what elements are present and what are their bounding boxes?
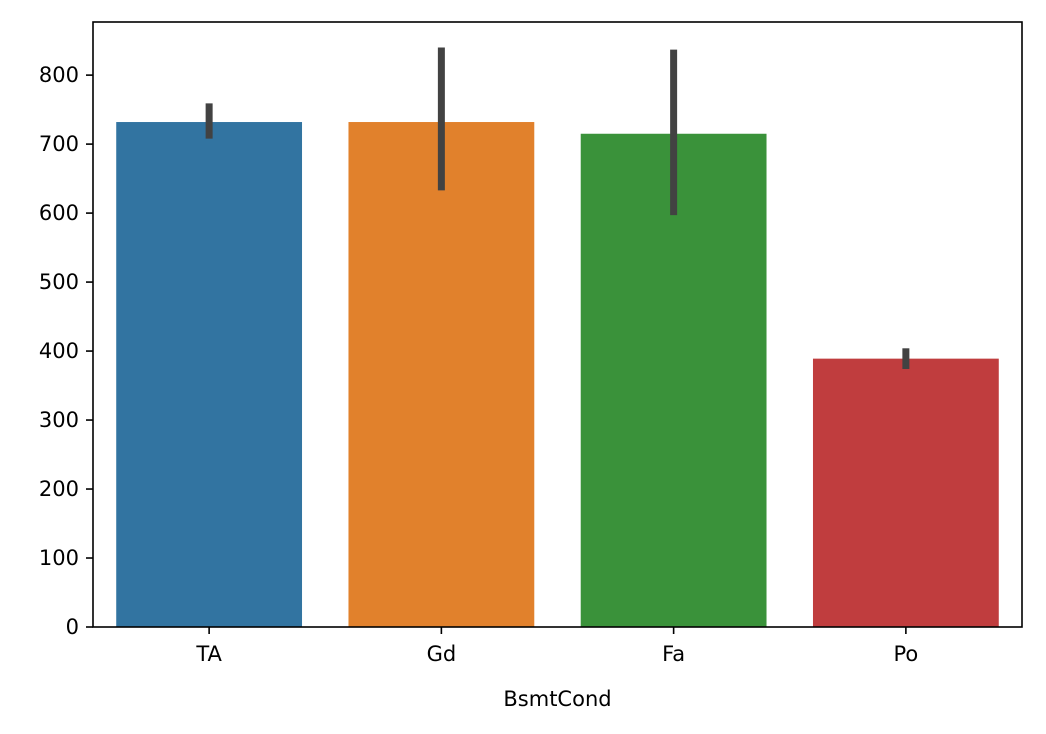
y-tick-label: 300 xyxy=(39,408,79,432)
x-tick-label: TA xyxy=(195,642,222,666)
y-tick-label: 800 xyxy=(39,63,79,87)
y-tick-label: 200 xyxy=(39,477,79,501)
y-tick-label: 500 xyxy=(39,270,79,294)
x-tick-label: Gd xyxy=(427,642,457,666)
y-tick-label: 100 xyxy=(39,546,79,570)
plot-frame xyxy=(92,21,1023,628)
x-tick-label: Fa xyxy=(662,642,685,666)
y-tick-label: 700 xyxy=(39,132,79,156)
x-tick-label: Po xyxy=(893,642,918,666)
y-tick-label: 0 xyxy=(66,615,79,639)
error-bars-layer xyxy=(205,47,910,369)
x-axis: TA Gd Fa Po xyxy=(195,627,918,666)
y-axis: 0 100 200 300 400 500 600 700 800 xyxy=(39,63,93,639)
y-tick-label: 400 xyxy=(39,339,79,363)
bar-gd xyxy=(348,122,535,627)
bar-fa xyxy=(580,133,767,627)
bars-layer xyxy=(116,122,999,627)
bar-ta xyxy=(116,122,303,627)
bar-po xyxy=(812,358,999,627)
x-axis-title: BsmtCond xyxy=(503,687,611,711)
y-tick-label: 600 xyxy=(39,201,79,225)
